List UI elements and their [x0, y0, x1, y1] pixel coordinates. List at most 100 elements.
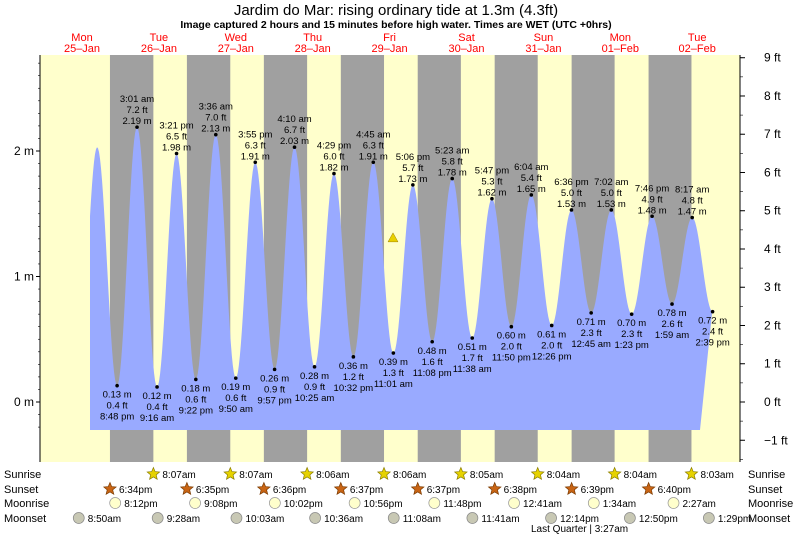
right-tick-label: 0 ft: [764, 395, 781, 409]
low-tide-time: 11:38 am: [453, 364, 492, 375]
high-tide-m: 1.47 m: [678, 207, 707, 218]
moonrise-time: 2:27am: [683, 499, 716, 510]
moonrise-icon: [428, 497, 441, 509]
day-date: 26–Jan: [141, 43, 177, 55]
moonrise-icon: [587, 497, 600, 509]
day-date: 31–Jan: [525, 43, 561, 55]
high-tide-time: 5:06 pm: [396, 152, 430, 163]
low-tide-time: 9:50 am: [219, 404, 253, 415]
high-tide-time: 7:46 pm: [635, 183, 669, 194]
sunrise-time: 8:04am: [624, 470, 657, 481]
low-tide-m: 0.28 m: [300, 371, 329, 382]
tide-point: [529, 193, 534, 197]
low-tide-ft: 0.4 ft: [107, 401, 128, 412]
low-tide-m: 0.51 m: [458, 342, 487, 353]
low-tide-ft: 2.6 ft: [661, 319, 682, 330]
sunset-icon: [256, 481, 271, 496]
high-tide-ft: 7.2 ft: [126, 105, 147, 116]
right-tick-label: 7 ft: [764, 127, 781, 141]
low-tide-time: 1:23 pm: [614, 340, 648, 351]
row-label-left: Moonrise: [4, 498, 49, 510]
high-tide-ft: 5.0 ft: [601, 188, 622, 199]
tide-point: [332, 171, 336, 176]
day-date: 29–Jan: [372, 43, 408, 55]
high-tide-m: 1.62 m: [477, 188, 506, 199]
tide-point: [589, 311, 593, 315]
right-tick-label: 6 ft: [764, 165, 781, 179]
sunrise-icon: [453, 466, 468, 481]
low-tide-time: 12:45 am: [571, 339, 611, 350]
high-tide-m: 1.65 m: [517, 184, 546, 195]
moonset-icon: [545, 512, 557, 524]
tide-labels: 0.13 m0.4 ft8:48 pm3:01 am7.2 ft2.19 m0.…: [100, 94, 730, 424]
low-tide-m: 0.12 m: [143, 391, 172, 402]
high-tide-time: 3:21 pm: [159, 121, 193, 132]
left-tick-label: 2 m: [14, 144, 34, 158]
tide-area: [90, 127, 713, 430]
sunrise-time: 8:04am: [547, 470, 580, 481]
moonset-icon: [703, 512, 715, 524]
high-tide-ft: 6.3 ft: [363, 140, 384, 151]
sunset-time: 6:39pm: [581, 485, 614, 496]
axes: 0 m 1 m 2 m −1 ft 0 ft 1 ft 2 ft 3 ft 4 ft 5 ft 6 …: [14, 51, 788, 462]
row-label-right: Moonset: [748, 513, 790, 525]
moonrise-icon: [189, 497, 201, 509]
high-tide-time: 3:36 am: [199, 102, 233, 113]
tide-point: [509, 324, 514, 329]
tide-point: [470, 336, 475, 340]
high-tide-time: 7:02 am: [594, 177, 628, 188]
high-tide-ft: 6.0 ft: [323, 152, 344, 163]
moonrise-icon: [508, 497, 520, 509]
moonrise-time: 10:56pm: [364, 499, 403, 510]
low-tide-time: 11:01 am: [374, 379, 413, 390]
right-tick-label: 2 ft: [764, 318, 781, 332]
moon-phase-label: Last Quarter | 3:27am: [531, 524, 628, 535]
sunrise-icon: [300, 466, 315, 481]
low-tide-m: 0.18 m: [181, 383, 210, 394]
moonrise-time: 12:41am: [523, 499, 562, 510]
low-tide-ft: 0.4 ft: [146, 402, 167, 413]
sun-moon-rows: Sunrise Sunrise 8:07am 8:07am 8:06am 8:06am 8:…: [4, 466, 793, 535]
tide-point: [174, 151, 179, 156]
moonrise-time: 8:12pm: [124, 499, 157, 510]
high-tide-time: 4:10 am: [277, 114, 311, 125]
low-tide-ft: 1.2 ft: [343, 372, 364, 383]
sunset-time: 6:35pm: [196, 485, 229, 496]
high-tide-ft: 6.5 ft: [166, 132, 187, 143]
high-tide-time: 8:17 am: [675, 185, 709, 196]
day-name: Mon: [610, 32, 631, 44]
high-tide-time: 6:04 am: [514, 162, 548, 173]
sunrise-icon: [530, 466, 545, 481]
day-name: Sat: [458, 32, 475, 44]
low-tide-m: 0.70 m: [617, 318, 646, 329]
high-tide-m: 1.91 m: [359, 151, 388, 162]
left-tick-label: 0 m: [14, 395, 34, 409]
moonset-icon: [466, 512, 479, 524]
low-tide-time: 8:48 pm: [100, 412, 134, 423]
high-tide-m: 1.78 m: [438, 168, 467, 179]
row-label-left: Moonset: [4, 513, 46, 525]
tide-point: [194, 377, 198, 382]
sunset-icon: [102, 481, 117, 496]
tide-point: [710, 309, 715, 314]
day-name: Mon: [71, 32, 92, 44]
low-tide-time: 11:50 pm: [492, 353, 531, 364]
high-tide-time: 4:45 am: [356, 129, 390, 140]
moonset-time: 9:28am: [167, 514, 200, 525]
low-tide-m: 0.36 m: [339, 361, 368, 372]
sunset-icon: [333, 481, 348, 496]
day-date: 28–Jan: [295, 43, 331, 55]
low-tide-ft: 2.3 ft: [581, 328, 602, 339]
tide-point: [609, 208, 614, 212]
high-tide-ft: 7.0 ft: [205, 113, 226, 124]
tide-curve: [90, 127, 713, 430]
high-tide-time: 3:55 pm: [238, 129, 272, 140]
low-tide-m: 0.26 m: [260, 373, 289, 384]
tide-point: [629, 312, 634, 316]
tide-point: [135, 125, 139, 129]
high-tide-ft: 5.8 ft: [442, 157, 463, 168]
day-date: 27–Jan: [218, 43, 254, 55]
chart-title: Jardim do Mar: rising ordinary tide at 1…: [234, 2, 558, 19]
tide-point: [292, 145, 297, 150]
